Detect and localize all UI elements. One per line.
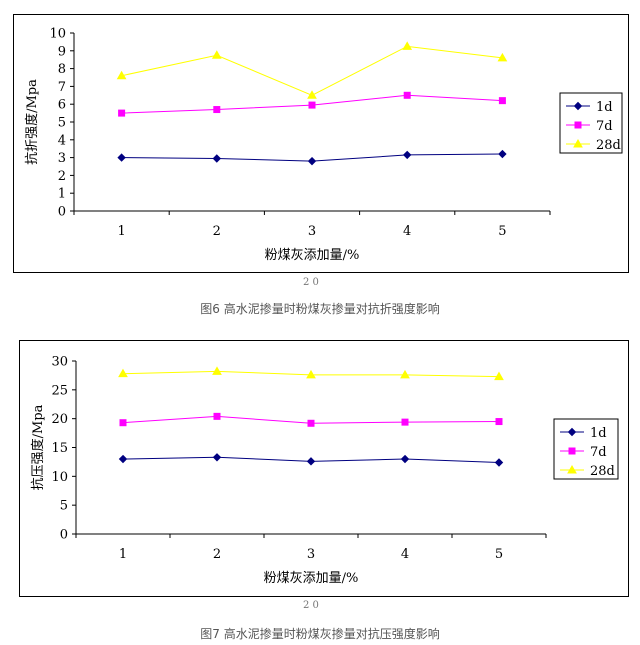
chart-1-caption: 图6 高水泥掺量时粉煤灰掺量对抗折强度影响 [200,302,440,316]
chart-1-point-7d [213,106,221,114]
chart-2-y-tick-label: 30 [51,355,68,370]
chart-2-y-tick-label: 10 [51,470,68,485]
chart-1-x-axis-title: 粉煤灰添加量/% [265,248,360,263]
chart-1-point-1d [498,149,507,159]
chart-2-x-axis-title: 粉煤灰添加量/% [264,571,359,586]
chart-1-legend-marker [574,121,582,129]
chart-2-point-7d [401,418,409,426]
chart-1-y-tick-label: 0 [58,205,66,220]
chart-1-legend-label: 1d [596,100,613,115]
chart-2-y-tick-label: 5 [60,499,68,514]
chart-1-point-1d [402,150,412,160]
chart-2-y-axis-title: 抗压强度/Mpa [30,404,46,490]
chart-2-point-1d [118,454,128,464]
chart-2-point-1d [212,453,222,462]
chart-1-point-28d [497,52,508,62]
chart-1-point-7d [498,97,506,105]
chart-1-y-tick-label: 4 [58,133,66,148]
chart-2-caption: 图7 高水泥掺量时粉煤灰掺量对抗压强度影响 [200,627,440,641]
chart-1-point-7d [118,109,126,117]
chart-1-x-tick-label: 2 [213,224,221,239]
chart-1-legend [559,92,623,154]
chart-1-y-axis-title: 抗折强度/Mpa [24,79,40,165]
chart-2-y-tick-label: 15 [51,441,68,456]
chart-1-point-7d [403,91,411,99]
chart-2-point-7d [119,419,127,427]
chart-2-x-tick-label: 5 [495,547,503,562]
chart-1-svg: 0 1 2 3 4 5 6 7 8 9 10 1 2 3 4 5 粉煤灰添加量/% 抗折强度/Mpa 1d 7d 28d [24,27,623,263]
chart-2-point-7d [213,412,221,420]
chart-2-x-tick-label: 2 [213,547,221,562]
chart-2-legend [553,418,619,480]
chart-2-svg: 0 5 10 15 20 25 30 1 2 3 4 5 粉煤灰添加量/% 抗压强度/Mpa 1d 7d 28d [30,355,619,586]
chart-1-point-1d [212,154,222,163]
chart-2-point-28d [400,369,410,379]
chart-1-legend-marker [573,101,583,111]
chart-2-x-tick-label: 1 [119,547,127,562]
chart-1-legend-marker [573,138,583,148]
chart-2-point-1d [494,458,504,467]
chart-1-point-28d [211,50,222,59]
chart-1-frame: 0 1 2 3 4 5 6 7 8 9 10 1 2 3 4 5 粉煤灰添加量/% 抗折强度/Mpa 1d 7d 28d [13,14,629,273]
chart-2-y-tick-label: 25 [51,383,68,398]
chart-1-y-tick-label: 5 [58,116,66,131]
chart-2-legend-marker [567,427,577,437]
chart-1-y-tick-label: 7 [58,80,66,95]
chart-2-legend-marker [567,464,577,474]
chart-1-stray-mark: 2 0 [303,277,319,288]
chart-2-point-28d [494,371,504,381]
chart-1-y-tick-label: 2 [58,169,66,184]
chart-1-y-tick-label: 1 [58,187,66,202]
chart-2-point-7d [307,419,315,427]
chart-2-stray-mark: 2 0 [303,600,319,611]
chart-2-point-28d [118,368,128,378]
chart-1-point-1d [117,153,126,162]
chart-1-legend-label: 7d [596,119,613,134]
chart-2-legend-marker [568,447,576,455]
chart-1-point-7d [308,101,316,109]
chart-1-legend-label: 28d [596,138,621,153]
chart-1-series-line-28d [121,45,503,96]
chart-1-x-tick-label: 1 [117,224,125,239]
chart-1-y-tick-label: 3 [58,151,66,166]
chart-1-y-tick-label: 8 [58,62,66,77]
chart-2-point-7d [495,418,503,426]
chart-1-point-1d [307,156,317,166]
chart-2-point-1d [400,454,410,464]
chart-1-point-28d [116,70,127,80]
chart-2-y-tick-label: 20 [51,412,68,427]
chart-2-legend-label: 1d [590,426,607,441]
chart-2-point-1d [306,457,316,466]
chart-1-y-tick-label: 9 [58,44,66,59]
chart-1-x-tick-label: 3 [308,224,316,239]
chart-1-y-tick-label: 6 [58,98,66,113]
chart-1-point-28d [402,41,413,50]
chart-2-point-28d [306,369,316,379]
chart-2-x-tick-label: 3 [307,547,315,562]
chart-1-point-28d [307,90,317,99]
chart-2-y-tick-label: 0 [60,528,68,543]
chart-1-y-tick-label: 10 [49,27,66,42]
chart-2-frame: 0 5 10 15 20 25 30 1 2 3 4 5 粉煤灰添加量/% 抗压强度/Mpa 1d 7d 28d [19,340,629,597]
chart-2-point-28d [212,366,222,375]
chart-2-legend-label: 7d [590,445,607,460]
chart-2-legend-label: 28d [590,464,615,479]
chart-2-x-tick-label: 4 [401,547,409,562]
chart-1-x-tick-label: 4 [403,224,411,239]
chart-1-x-tick-label: 5 [498,224,506,239]
